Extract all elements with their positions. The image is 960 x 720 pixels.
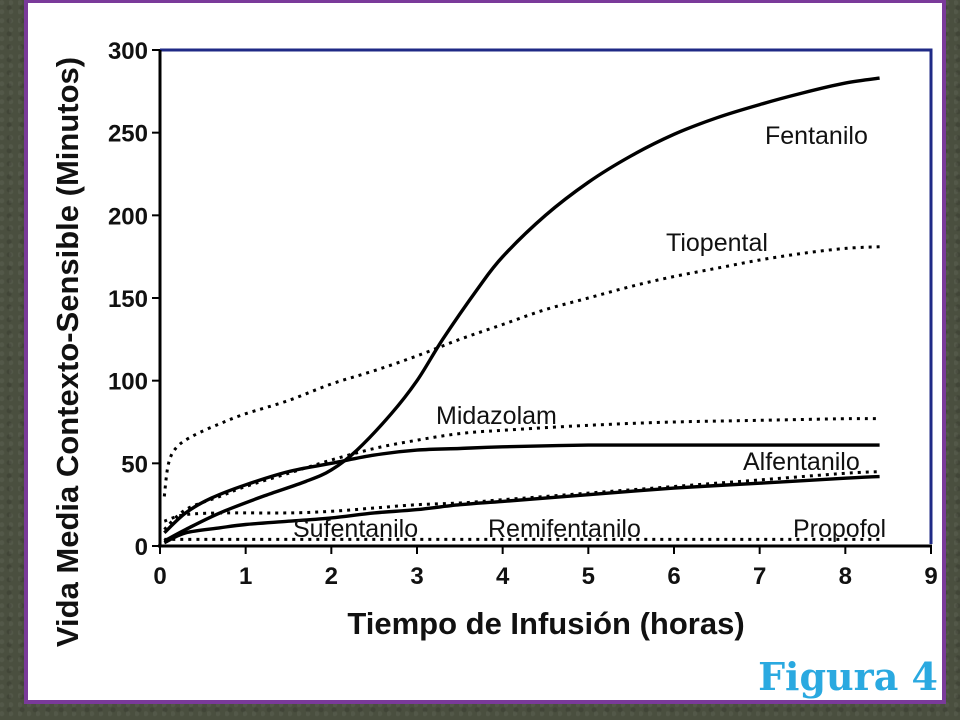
series-line-tiopental xyxy=(162,245,880,497)
x-tick-label: 3 xyxy=(410,563,423,590)
y-tick-label: 100 xyxy=(108,369,148,396)
x-tick-label: 4 xyxy=(496,563,510,590)
figure-caption: Figura 4 xyxy=(758,654,938,699)
series-line-sufentanilo xyxy=(163,474,880,545)
x-tick-label: 5 xyxy=(582,563,595,590)
y-tick-label: 0 xyxy=(135,534,148,561)
label-propofol: Propofol xyxy=(793,515,886,543)
axis-ticks: 0 1 2 3 4 5 6 7 8 9 0 50 100 150 200 250 300 xyxy=(108,38,938,590)
x-tick-label: 8 xyxy=(839,563,852,590)
series-line-alfentanilo xyxy=(163,443,880,535)
plot-frame xyxy=(160,48,933,544)
y-tick-label: 300 xyxy=(108,38,148,65)
y-tick-label: 200 xyxy=(108,203,148,230)
series-layer xyxy=(162,76,880,545)
x-tick-label: 0 xyxy=(153,563,166,590)
x-tick-label: 1 xyxy=(239,563,252,590)
x-tick-label: 9 xyxy=(924,563,937,590)
label-alfentanilo: Alfentanilo xyxy=(743,448,860,476)
label-remifentanilo: Remifentanilo xyxy=(488,515,641,543)
label-fentanilo: Fentanilo xyxy=(765,122,868,150)
label-tiopental: Tiopental xyxy=(666,229,768,257)
y-axis-title: Vida Media Contexto-Sensible (Minutos) xyxy=(50,57,85,647)
y-tick-label: 250 xyxy=(108,121,148,148)
x-axis-title: Tiempo de Infusión (horas) xyxy=(347,606,744,641)
series-line-midazolam xyxy=(163,417,880,531)
x-tick-label: 2 xyxy=(325,563,338,590)
series-line-propofol xyxy=(163,470,880,523)
y-tick-label: 50 xyxy=(121,451,148,478)
label-midazolam: Midazolam xyxy=(436,402,557,430)
x-tick-label: 6 xyxy=(667,563,680,590)
series-line-fentanilo xyxy=(163,76,880,543)
y-tick-label: 150 xyxy=(108,286,148,313)
x-tick-label: 7 xyxy=(753,563,766,590)
label-sufentanilo: Sufentanilo xyxy=(293,515,418,543)
slide-frame xyxy=(24,0,946,704)
